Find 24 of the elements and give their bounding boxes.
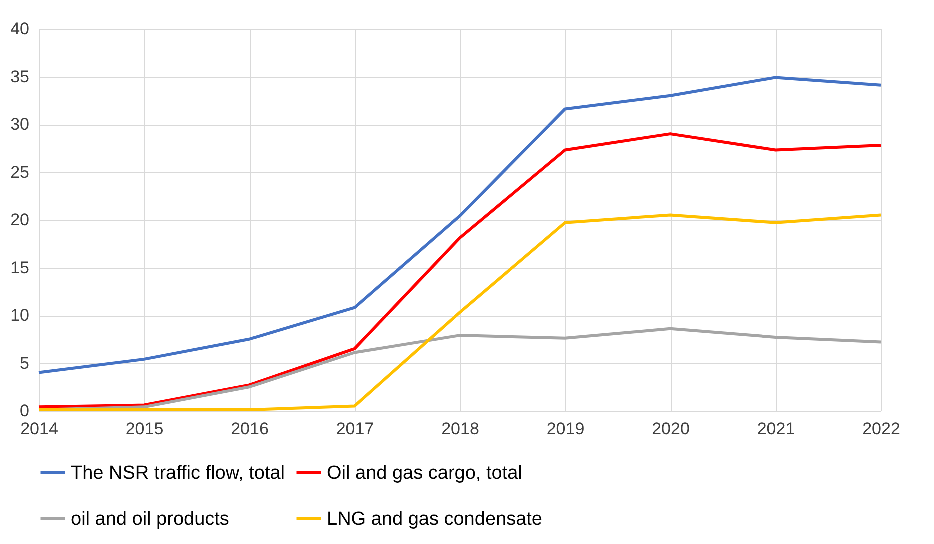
y-tick-label: 10: [10, 306, 30, 325]
y-tick-label: 30: [10, 115, 30, 134]
y-tick-label: 15: [10, 258, 30, 278]
x-tick-label: 2019: [546, 420, 585, 438]
y-tick-label: 5: [20, 354, 30, 373]
x-tick-label: 2021: [757, 420, 796, 438]
line-series: [38, 132, 882, 409]
x-tick-label: 2017: [336, 420, 374, 438]
x-tick-label: 2014: [20, 420, 58, 438]
x-tick-label: 2022: [862, 420, 900, 438]
x-tick-label: 2018: [442, 420, 480, 438]
y-tick-label: 0: [20, 402, 30, 420]
x-tick-label: 2016: [231, 420, 269, 438]
y-tick-label: 35: [10, 67, 30, 86]
y-tick-label: 25: [10, 162, 30, 182]
legend-label: LNG and gas condensate: [327, 509, 542, 530]
legend-label: Oil and gas cargo, total: [327, 463, 522, 484]
legend-label: The NSR traffic flow, total: [71, 463, 286, 484]
legend-label: oil and oil products: [71, 509, 230, 530]
y-tick-label: 40: [10, 20, 30, 38]
y-tick-label: 20: [10, 210, 30, 230]
x-tick-label: 2020: [652, 420, 690, 438]
line-series: [38, 76, 882, 374]
x-tick-label: 2015: [126, 420, 164, 438]
